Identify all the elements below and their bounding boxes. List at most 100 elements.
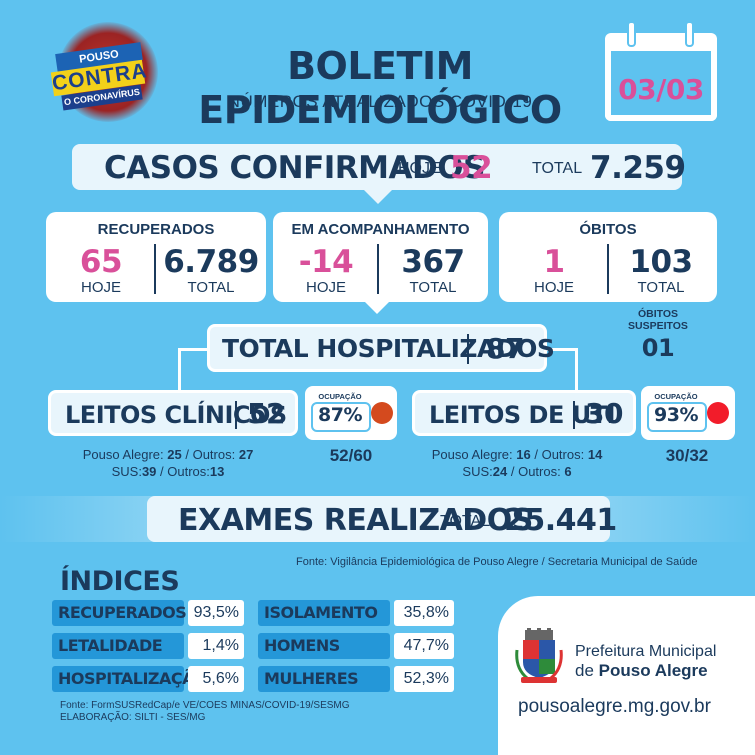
indice-value: 93,5% xyxy=(188,600,244,626)
bulletin-date: 03/03 xyxy=(618,73,704,106)
obitos-title: ÓBITOS xyxy=(579,221,637,238)
indices-source-line-1: Fonte: FormSUSRedCap/e VE/COES MINAS/COV… xyxy=(60,700,350,711)
outros-value: 14 xyxy=(587,447,603,462)
sus-outros-label: / Outros: xyxy=(510,464,561,479)
ocupacao-clinicos: OCUPAÇÃO 87% xyxy=(305,386,397,440)
page-subtitle: NÚMEROS ATUALIZADOS COVID-19 xyxy=(227,92,533,111)
sus-outros-value: 6 xyxy=(564,464,572,479)
acompanhamento-hoje-value: -14 xyxy=(298,244,354,280)
obitos-total-label: TOTAL xyxy=(637,279,685,296)
obitos-hoje-value: 1 xyxy=(543,244,565,280)
prefeitura-line-1: Prefeitura Municipal xyxy=(575,643,717,660)
connector-line xyxy=(178,348,181,392)
acompanhamento-total-value: 367 xyxy=(401,244,465,280)
status-dot-icon xyxy=(707,402,729,424)
pa-label: Pouso Alegre: xyxy=(82,447,164,462)
prefeitura-url-link[interactable]: pousoalegre.mg.gov.br xyxy=(518,696,711,717)
obitos-suspeitos-label: ÓBITOS SUSPEITOS xyxy=(610,308,706,332)
indice-value: 5,6% xyxy=(188,666,244,692)
casos-total-label: TOTAL xyxy=(532,160,583,177)
leitos-uti-panel: LEITOS DE UTI 30 xyxy=(412,390,636,436)
divider xyxy=(377,244,379,294)
leitos-clinicos-title: LEITOS CLÍNICOS xyxy=(65,401,287,429)
ocupacao-frame xyxy=(647,402,707,432)
indices-title: ÍNDICES xyxy=(60,566,180,597)
page-title: BOLETIM EPIDEMIOLÓGICO xyxy=(198,44,562,132)
leitos-clinicos-ratio: 52/60 xyxy=(329,446,373,465)
ocupacao-label: OCUPAÇÃO xyxy=(654,392,698,401)
outros-label: / Outros: xyxy=(185,447,236,462)
hospitalizados-title: TOTAL HOSPITALIZADOS xyxy=(222,334,555,363)
ocupacao-value: 93% xyxy=(654,404,698,426)
sus-outros-value: 13 xyxy=(209,464,225,479)
obitos-card: ÓBITOS 1 103 HOJE TOTAL xyxy=(499,212,717,302)
indices-source-note: Fonte: FormSUSRedCap/e VE/COES MINAS/COV… xyxy=(60,700,350,724)
exames-total-value: 25.441 xyxy=(504,503,617,538)
divider xyxy=(235,401,237,429)
sus-outros-label: / Outros: xyxy=(160,464,210,479)
pa-value: 25 xyxy=(167,447,182,462)
indice-value: 52,3% xyxy=(394,666,454,692)
leitos-clinicos-breakdown: Pouso Alegre: 25 / Outros: 27 SUS:39 / O… xyxy=(48,446,288,480)
obitos-hoje-label: HOJE xyxy=(533,279,574,296)
hospitalizados-value: 87 xyxy=(486,332,524,365)
connector-line xyxy=(178,348,208,351)
calendar-icon: 03/03 xyxy=(605,21,717,121)
indice-value: 1,4% xyxy=(188,633,244,659)
sus-value: 39 xyxy=(141,464,157,479)
recuperados-total-label: TOTAL xyxy=(187,279,235,296)
indice-label: MULHERES xyxy=(258,666,390,692)
leitos-clinicos-panel: LEITOS CLÍNICOS 52 xyxy=(48,390,298,436)
divider xyxy=(607,244,609,294)
ocupacao-frame xyxy=(311,402,371,432)
prefeitura-name: Pouso Alegre xyxy=(598,661,708,680)
pa-label: Pouso Alegre: xyxy=(431,447,513,462)
indice-label: HOSPITALIZAÇÃO xyxy=(52,666,208,692)
acompanhamento-hoje-label: HOJE xyxy=(305,279,346,296)
acompanhamento-total-label: TOTAL xyxy=(409,279,457,296)
leitos-uti-title: LEITOS DE UTI xyxy=(429,401,616,429)
recuperados-hoje-label: HOJE xyxy=(80,279,121,296)
ocupacao-label: OCUPAÇÃO xyxy=(318,392,362,401)
indice-value: 35,8% xyxy=(394,600,454,626)
exames-title: EXAMES REALIZADOS xyxy=(178,503,533,538)
prefeitura-line-2: de Pouso Alegre xyxy=(575,661,708,681)
sus-label: SUS: xyxy=(111,464,142,479)
indice-label: LETALIDADE xyxy=(52,633,184,659)
indice-label: HOMENS xyxy=(258,633,390,659)
recuperados-hoje-value: 65 xyxy=(79,244,123,280)
hospitalizados-panel xyxy=(207,324,547,372)
recuperados-title: RECUPERADOS xyxy=(97,221,215,238)
source-note: Fonte: Vigilância Epidemiológica de Pous… xyxy=(296,556,698,568)
pointer-arrow xyxy=(363,300,391,314)
divider xyxy=(573,401,575,429)
pointer-arrow xyxy=(362,188,394,204)
outros-label: / Outros: xyxy=(534,447,585,462)
divider xyxy=(467,334,469,364)
acompanhamento-title: EM ACOMPANHAMENTO xyxy=(291,221,470,238)
casos-total-value: 7.259 xyxy=(590,150,686,186)
casos-hoje-value: 52 xyxy=(450,150,493,186)
city-crest-icon xyxy=(515,628,563,683)
obitos-suspeitos-value: 01 xyxy=(641,334,675,362)
outros-value: 27 xyxy=(238,447,254,462)
sus-label: SUS: xyxy=(462,464,493,479)
divider xyxy=(154,244,156,294)
obitos-suspeitos-label-1: ÓBITOS xyxy=(637,308,679,320)
campaign-logo: POUSO ALEGRE CONTRA O CORONAVÍRUS xyxy=(48,22,158,122)
sus-value: 24 xyxy=(492,464,508,479)
leitos-uti-value: 30 xyxy=(585,397,623,430)
indice-label: ISOLAMENTO xyxy=(258,600,390,626)
status-dot-icon xyxy=(371,402,393,424)
ocupacao-value: 87% xyxy=(318,404,362,426)
pa-value: 16 xyxy=(516,447,531,462)
exames-total-label: TOTAL xyxy=(440,513,491,530)
ocupacao-uti: OCUPAÇÃO 93% xyxy=(641,386,735,440)
casos-confirmados-panel xyxy=(72,144,682,190)
casos-hoje-label: HOJE xyxy=(398,160,441,177)
leitos-uti-ratio: 30/32 xyxy=(665,446,709,465)
leitos-clinicos-value: 52 xyxy=(247,397,285,430)
indice-value: 47,7% xyxy=(394,633,454,659)
indices-source-line-2: ELABORAÇÃO: SILTI - SES/MG xyxy=(60,712,206,723)
exames-panel xyxy=(147,496,610,542)
